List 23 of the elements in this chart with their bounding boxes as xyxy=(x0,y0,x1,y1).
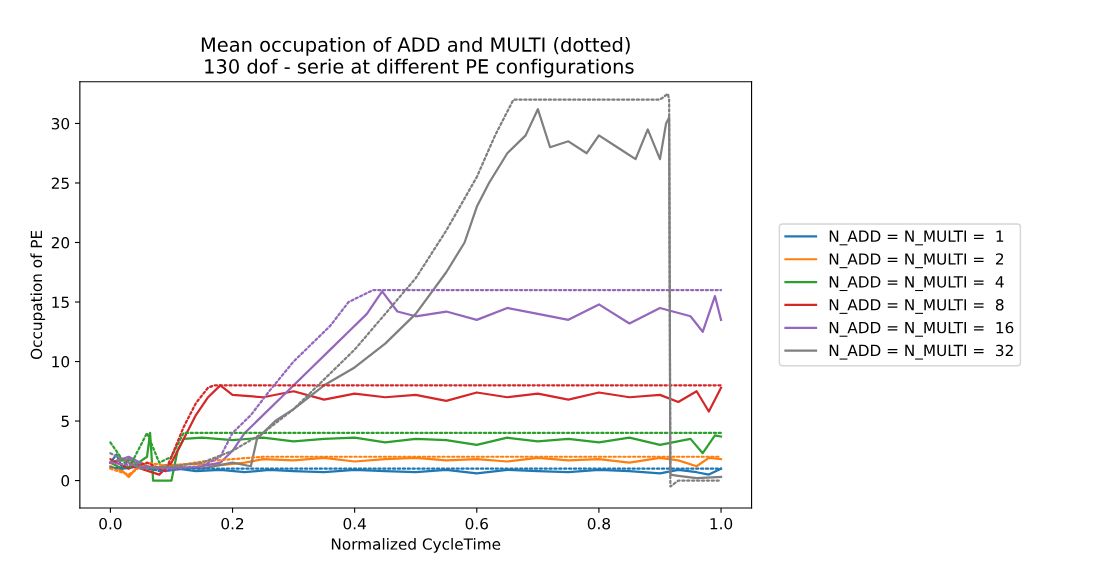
legend-label: N_ADD = N_MULTI = 32 xyxy=(829,344,1013,360)
legend-label: N_ADD = N_MULTI = 2 xyxy=(829,253,1004,269)
x-tick-label: 0.8 xyxy=(587,517,611,530)
x-tick-label: 0.2 xyxy=(221,517,244,530)
y-tick-label: 10 xyxy=(52,355,70,368)
x-tick-label: 1.0 xyxy=(710,517,733,530)
legend-label: N_ADD = N_MULTI = 4 xyxy=(829,276,1004,292)
y-tick-label: 25 xyxy=(51,177,69,189)
legend-label: N_ADD = N_MULTI = 1 xyxy=(829,230,1004,246)
x-tick-label: 0.6 xyxy=(465,517,488,530)
legend-label: N_ADD = N_MULTI = 8 xyxy=(829,298,1004,314)
y-tick-label: 20 xyxy=(51,236,70,249)
y-tick-label: 15 xyxy=(52,296,69,309)
y-axis-title: Occupation of PE xyxy=(30,230,46,360)
x-tick-label: 0.0 xyxy=(99,517,122,530)
x-tick-label: 0.4 xyxy=(343,517,366,530)
line-series xyxy=(109,431,723,482)
y-tick-label: 30 xyxy=(51,117,70,130)
x-axis-title: Normalized CycleTime xyxy=(331,538,501,553)
legend-label: N_ADD = N_MULTI = 16 xyxy=(829,321,1014,337)
y-tick-label: 5 xyxy=(61,415,69,428)
y-tick-label: 0 xyxy=(61,475,70,487)
chart-title: Mean occupation of ADD and MULTI (dotted) 130 dof - serie at different PE configurations xyxy=(201,36,634,78)
